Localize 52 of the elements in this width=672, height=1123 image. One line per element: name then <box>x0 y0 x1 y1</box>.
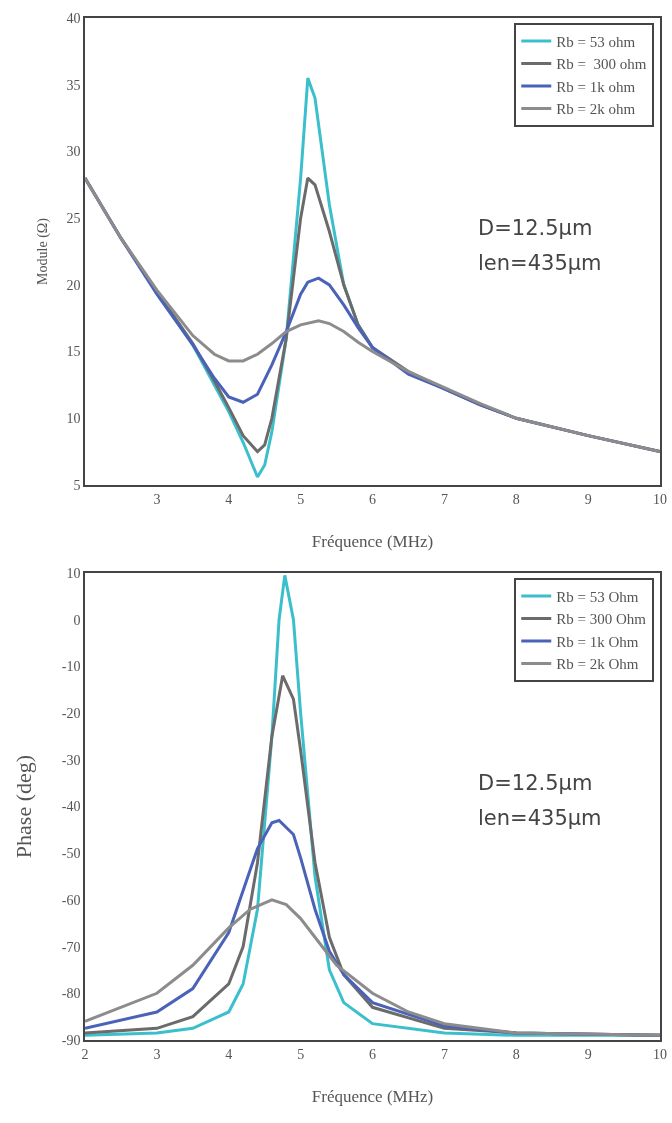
legend-label: Rb = 300 ohm <box>556 56 647 73</box>
x-tick-label: 5 <box>297 491 305 507</box>
x-tick-label: 8 <box>512 491 520 507</box>
x-tick-label: 5 <box>297 1046 305 1062</box>
y-tick-label: 40 <box>66 10 81 26</box>
x-tick-label: 7 <box>440 491 448 507</box>
y-tick-label: -20 <box>61 706 81 721</box>
y-tick-label: 25 <box>66 211 81 227</box>
x-tick-label: 9 <box>584 1046 592 1062</box>
x-tick-label: 4 <box>225 491 233 507</box>
annotation: len=435µm <box>478 251 602 275</box>
legend-label: Rb = 1k ohm <box>556 78 636 95</box>
x-tick-label: 2 <box>81 1046 89 1062</box>
x-tick-label: 6 <box>369 491 376 507</box>
x-tick-label: 10 <box>653 1046 667 1062</box>
legend-label: Rb = 2k Ohm <box>556 656 639 673</box>
x-tick-label: 4 <box>225 1046 233 1062</box>
y-tick-label: -80 <box>61 986 81 1002</box>
x-tick-label: 3 <box>153 491 161 507</box>
x-tick-label: 9 <box>584 491 592 507</box>
x-tick-label: 3 <box>153 1046 161 1062</box>
y-tick-label: 35 <box>66 77 81 93</box>
y-tick-label: 10 <box>66 411 81 427</box>
y-tick-label: 30 <box>66 144 81 160</box>
y-tick-label: -60 <box>61 892 81 908</box>
annotation: D=12.5µm <box>478 216 593 240</box>
y-tick-label: -90 <box>61 1032 81 1048</box>
legend-label: Rb = 53 Ohm <box>556 588 639 605</box>
y-tick-label: 10 <box>66 565 81 581</box>
legend-label: Rb = 53 ohm <box>556 33 636 50</box>
y-axis-title: Module (Ω) <box>34 217 51 285</box>
y-tick-label: 20 <box>66 277 81 293</box>
y-tick-label: -10 <box>61 659 81 675</box>
legend-label: Rb = 2k ohm <box>556 101 636 118</box>
x-axis-title: Fréquence (MHz) <box>311 531 434 551</box>
x-axis-title: Fréquence (MHz) <box>311 1086 434 1106</box>
x-tick-label: 8 <box>512 1046 520 1062</box>
x-tick-label: 10 <box>653 491 667 507</box>
annotation: D=12.5µm <box>478 771 593 795</box>
legend-label: Rb = 1k Ohm <box>556 633 639 650</box>
y-tick-label: -50 <box>61 846 81 862</box>
y-tick-label: -30 <box>61 752 81 768</box>
y-tick-label: 0 <box>73 612 81 628</box>
y-tick-label: 15 <box>66 344 81 360</box>
x-tick-label: 6 <box>369 1046 376 1062</box>
y-axis-title: Phase (deg) <box>10 754 36 859</box>
legend-label: Rb = 300 Ohm <box>556 611 647 628</box>
x-tick-label: 7 <box>440 1046 448 1062</box>
y-tick-label: -40 <box>61 799 81 815</box>
annotation: len=435µm <box>478 806 602 830</box>
y-tick-label: -70 <box>61 939 81 955</box>
y-tick-label: 5 <box>73 477 81 493</box>
